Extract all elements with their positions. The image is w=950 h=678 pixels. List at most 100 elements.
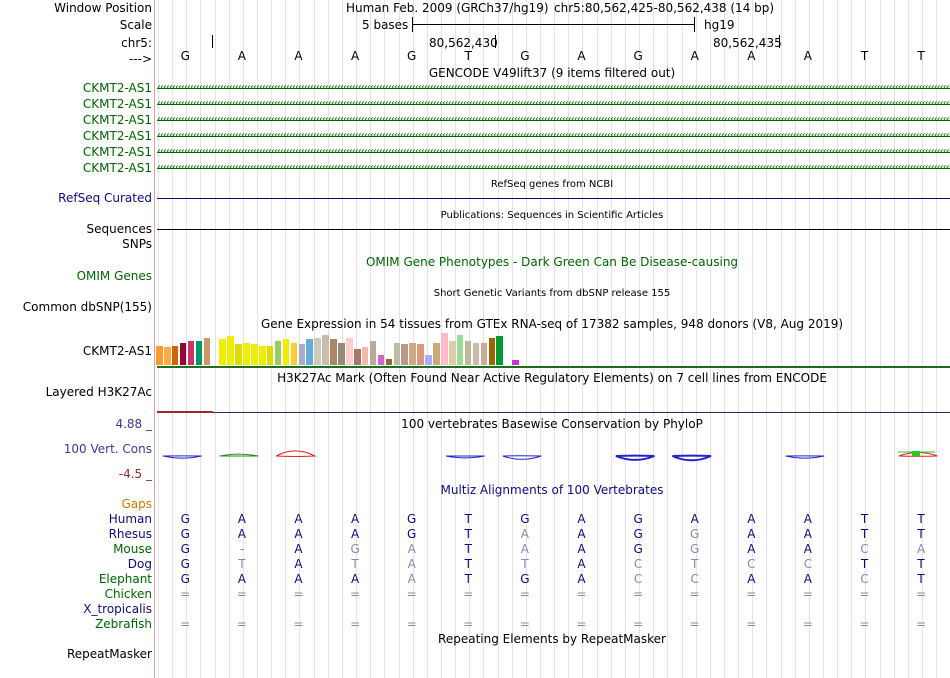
gencode-transcript-feature[interactable]: ‹‹‹‹‹‹‹‹‹‹‹‹‹‹‹‹‹‹‹‹‹‹‹‹‹‹‹‹‹‹‹‹‹‹‹‹‹‹‹‹…	[157, 115, 950, 125]
phylop-track-title[interactable]: 100 vertebrates Basewise Conservation by…	[401, 417, 703, 431]
gtex-tissue-bar[interactable]	[227, 336, 234, 365]
phylop-score-mark	[445, 455, 485, 459]
gtex-tissue-bar[interactable]	[488, 338, 496, 365]
gtex-tissue-bar[interactable]	[290, 343, 298, 365]
gtex-tissue-bar[interactable]	[425, 355, 432, 365]
gtex-tissue-bar[interactable]	[464, 341, 472, 365]
omim-track-title[interactable]: OMIM Gene Phenotypes - Dark Green Can Be…	[365, 255, 739, 269]
gtex-tissue-bar[interactable]	[187, 341, 195, 365]
gtex-tissue-bar[interactable]	[306, 339, 314, 365]
gtex-tissue-bar[interactable]	[203, 338, 211, 365]
gtex-tissue-bar[interactable]	[243, 343, 250, 365]
guide-line	[215, 0, 216, 678]
alignment-base: T	[917, 512, 925, 526]
gencode-gene-label[interactable]: CKMT2-AS1	[82, 161, 152, 175]
refseq-track-title[interactable]: RefSeq genes from NCBI	[490, 179, 614, 190]
species-label[interactable]: Chicken	[104, 587, 152, 601]
alignment-base: =	[859, 617, 870, 631]
gtex-tissue-bar[interactable]	[179, 343, 187, 365]
h3k27ac-label[interactable]: Layered H3K27Ac	[45, 385, 152, 399]
gtex-tissue-bar[interactable]	[314, 338, 321, 365]
gtex-tissue-bar[interactable]	[448, 341, 456, 365]
publications-track-title[interactable]: Publications: Sequences in Scientific Ar…	[440, 210, 664, 221]
gtex-tissue-bar[interactable]	[195, 341, 203, 365]
gtex-tissue-bar[interactable]	[385, 359, 393, 365]
gencode-transcript-feature[interactable]: ‹‹‹‹‹‹‹‹‹‹‹‹‹‹‹‹‹‹‹‹‹‹‹‹‹‹‹‹‹‹‹‹‹‹‹‹‹‹‹‹…	[157, 163, 950, 173]
h3k27ac-track-title[interactable]: H3K27Ac Mark (Often Found Near Active Re…	[277, 371, 827, 385]
gtex-expression-bars[interactable]	[156, 333, 536, 365]
gencode-transcript-feature[interactable]: ‹‹‹‹‹‹‹‹‹‹‹‹‹‹‹‹‹‹‹‹‹‹‹‹‹‹‹‹‹‹‹‹‹‹‹‹‹‹‹‹…	[157, 99, 950, 109]
gtex-tissue-bar[interactable]	[441, 333, 448, 365]
gtex-tissue-bar[interactable]	[353, 349, 361, 365]
gtex-tissue-bar[interactable]	[393, 343, 401, 365]
dbsnp-track-title[interactable]: Short Genetic Variants from dbSNP releas…	[433, 288, 671, 299]
gencode-transcript-line	[157, 136, 950, 137]
gtex-tissue-bar[interactable]	[266, 346, 274, 365]
gtex-track-title[interactable]: Gene Expression in 54 tissues from GTEx …	[260, 317, 844, 331]
gtex-tissue-bar[interactable]	[361, 347, 369, 365]
alignment-base: =	[293, 587, 304, 601]
gencode-gene-label[interactable]: CKMT2-AS1	[82, 145, 152, 159]
gtex-tissue-bar[interactable]	[171, 346, 179, 365]
gencode-transcript-feature[interactable]: ‹‹‹‹‹‹‹‹‹‹‹‹‹‹‹‹‹‹‹‹‹‹‹‹‹‹‹‹‹‹‹‹‹‹‹‹‹‹‹‹…	[157, 83, 950, 93]
multiz-track-title[interactable]: Multiz Alignments of 100 Vertebrates	[440, 483, 664, 497]
gtex-tissue-bar[interactable]	[377, 355, 385, 365]
dbsnp-label[interactable]: Common dbSNP(155)	[22, 300, 152, 314]
gtex-tissue-bar[interactable]	[163, 347, 171, 365]
phylop-min-label: -4.5 _	[118, 467, 152, 481]
gtex-tissue-bar[interactable]	[496, 336, 504, 365]
gtex-tissue-bar[interactable]	[298, 344, 306, 365]
gtex-tissue-bar[interactable]	[251, 344, 258, 365]
gtex-tissue-bar[interactable]	[156, 346, 163, 365]
gtex-tissue-bar[interactable]	[512, 360, 519, 365]
gtex-tissue-bar[interactable]	[409, 343, 416, 365]
gtex-tissue-bar[interactable]	[480, 343, 488, 365]
gencode-gene-label[interactable]: CKMT2-AS1	[82, 129, 152, 143]
species-label[interactable]: Elephant	[98, 572, 152, 586]
gtex-tissue-bar[interactable]	[282, 339, 290, 365]
gtex-tissue-bar[interactable]	[274, 341, 282, 365]
gtex-tissue-bar[interactable]	[258, 346, 266, 365]
gtex-tissue-bar[interactable]	[219, 339, 226, 365]
gaps-label[interactable]: Gaps	[121, 497, 152, 511]
gtex-tissue-bar[interactable]	[401, 344, 409, 365]
species-label[interactable]: Human	[108, 512, 152, 526]
gtex-tissue-bar[interactable]	[346, 338, 353, 365]
guide-line	[837, 0, 838, 678]
gencode-gene-label[interactable]: CKMT2-AS1	[82, 81, 152, 95]
species-label[interactable]: Dog	[127, 557, 152, 571]
refseq-feature-line[interactable]	[157, 198, 950, 199]
gtex-tissue-bar[interactable]	[433, 343, 440, 365]
gtex-tissue-bar[interactable]	[369, 341, 377, 365]
omim-label[interactable]: OMIM Genes	[76, 269, 152, 283]
refseq-label[interactable]: RefSeq Curated	[58, 191, 152, 205]
gtex-gene-label[interactable]: CKMT2-AS1	[82, 344, 152, 358]
snps-label[interactable]: SNPs	[122, 237, 152, 251]
gencode-gene-label[interactable]: CKMT2-AS1	[82, 113, 152, 127]
phylop-label[interactable]: 100 Vert. Cons	[63, 442, 152, 456]
gtex-tissue-bar[interactable]	[235, 344, 242, 365]
gtex-tissue-bar[interactable]	[322, 335, 329, 365]
sequences-feature-line[interactable]	[157, 229, 950, 230]
sequences-label[interactable]: Sequences	[86, 222, 152, 236]
repeatmasker-track-title[interactable]: Repeating Elements by RepeatMasker	[438, 632, 666, 646]
gencode-track-title[interactable]: GENCODE V49lift37 (9 items filtered out)	[428, 66, 676, 80]
gtex-tissue-bar[interactable]	[456, 335, 464, 365]
species-label[interactable]: Zebrafish	[95, 617, 152, 631]
guide-line	[667, 0, 668, 678]
gtex-tissue-bar[interactable]	[417, 344, 424, 365]
gtex-tissue-bar[interactable]	[330, 339, 337, 365]
species-label[interactable]: X_tropicalis	[83, 602, 152, 616]
gtex-tissue-bar[interactable]	[338, 343, 345, 365]
repeatmasker-label[interactable]: RepeatMasker	[66, 647, 152, 661]
guide-line	[752, 0, 753, 678]
gencode-transcript-feature[interactable]: ‹‹‹‹‹‹‹‹‹‹‹‹‹‹‹‹‹‹‹‹‹‹‹‹‹‹‹‹‹‹‹‹‹‹‹‹‹‹‹‹…	[157, 131, 950, 141]
species-label[interactable]: Mouse	[113, 542, 152, 556]
alignment-base: =	[463, 617, 474, 631]
gencode-transcript-feature[interactable]: ‹‹‹‹‹‹‹‹‹‹‹‹‹‹‹‹‹‹‹‹‹‹‹‹‹‹‹‹‹‹‹‹‹‹‹‹‹‹‹‹…	[157, 147, 950, 157]
gtex-tissue-bar[interactable]	[472, 343, 480, 365]
species-label[interactable]: Rhesus	[108, 527, 152, 541]
gencode-gene-label[interactable]: CKMT2-AS1	[82, 97, 152, 111]
